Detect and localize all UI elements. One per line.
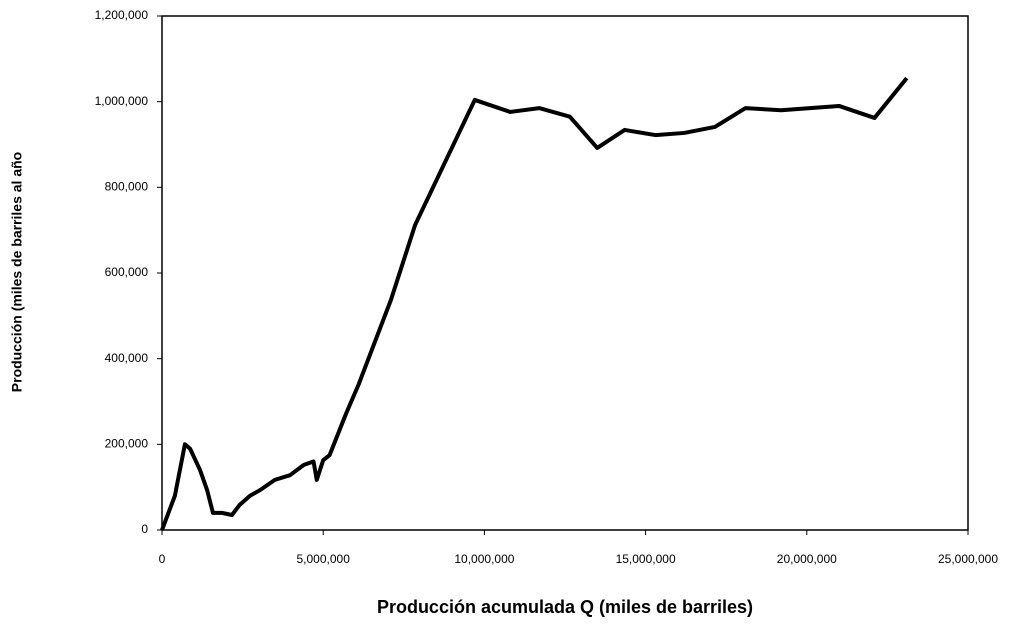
y-tick-label: 200,000 xyxy=(105,437,149,451)
y-tick-label: 800,000 xyxy=(105,180,149,194)
x-tick-label: 5,000,000 xyxy=(297,552,351,566)
x-tick-label: 15,000,000 xyxy=(616,552,676,566)
y-axis-title: Producción (miles de barriles al año xyxy=(9,152,25,392)
y-tick-label: 600,000 xyxy=(105,265,149,279)
y-tick-label: 1,200,000 xyxy=(95,8,149,22)
x-tick-label: 25,000,000 xyxy=(938,552,998,566)
y-tick-label: 0 xyxy=(141,522,148,536)
x-tick-label: 10,000,000 xyxy=(454,552,514,566)
plot-frame xyxy=(161,15,969,531)
x-axis-title: Producción acumulada Q (miles de barrile… xyxy=(377,597,753,617)
y-tick-label: 1,000,000 xyxy=(95,94,149,108)
x-tick-label: 20,000,000 xyxy=(777,552,837,566)
y-tick-label: 400,000 xyxy=(105,351,149,365)
x-tick-label: 0 xyxy=(159,552,166,566)
data-line xyxy=(160,76,909,531)
